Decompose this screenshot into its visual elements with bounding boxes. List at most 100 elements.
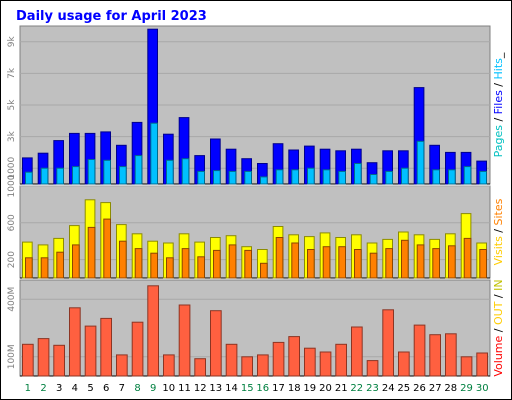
- bar-hits-files-day-29: [463, 166, 472, 185]
- panel-hits-tick-label: 9k: [7, 36, 17, 48]
- bar-visits-sites-day-15: [244, 249, 253, 279]
- axis-label-part: IN: [492, 279, 505, 290]
- panel-visits-tick-label: 1000: [7, 174, 17, 197]
- bar-volume-volume-day-9: [147, 285, 160, 377]
- bar-visits-sites-day-24: [385, 248, 393, 279]
- axis-label-part: Pages: [492, 125, 505, 158]
- day-label-20: 20: [319, 383, 332, 394]
- bar-hits-files-day-6: [103, 159, 112, 185]
- bar-visits-sites-day-4: [72, 244, 80, 279]
- axis-label-part: Volume: [492, 335, 505, 376]
- day-label-17: 17: [272, 383, 285, 394]
- day-label-25: 25: [397, 383, 410, 394]
- bar-volume-volume-day-3: [53, 344, 65, 377]
- bar-volume-volume-day-29: [460, 356, 473, 377]
- day-label-27: 27: [429, 383, 442, 394]
- panel-hits-axis-label: Pages / Files / Hits_: [492, 52, 505, 157]
- day-label-5: 5: [87, 383, 93, 394]
- bar-visits-sites-day-27: [432, 248, 440, 279]
- bar-hits-files-day-24: [385, 170, 393, 185]
- bar-visits-sites-day-16: [260, 262, 268, 279]
- bar-volume-volume-day-10: [163, 354, 175, 377]
- bar-volume-volume-day-2: [37, 338, 50, 377]
- bar-volume-volume-day-14: [225, 343, 238, 377]
- day-label-26: 26: [413, 383, 426, 394]
- bar-volume-volume-day-21: [335, 343, 347, 377]
- panel-hits-tick-label: 7k: [7, 67, 17, 79]
- bar-visits-sites-day-6: [103, 218, 112, 279]
- bar-visits-sites-day-18: [291, 242, 299, 279]
- bar-hits-files-day-15: [244, 170, 253, 185]
- bar-visits-sites-day-26: [416, 244, 425, 279]
- bar-hits-files-day-21: [338, 170, 346, 185]
- panel-hits: 1000 3k 5k 7k 9k Pages / Files / Hits_: [7, 25, 505, 185]
- bar-visits-sites-day-30: [479, 249, 487, 279]
- bar-hits-files-day-8: [134, 155, 143, 185]
- bar-visits-sites-day-17: [275, 237, 284, 279]
- axis-label-part: /: [492, 291, 505, 302]
- bar-visits-sites-day-12: [197, 256, 206, 279]
- chart-title: Daily usage for April 2023: [16, 9, 207, 24]
- axis-label-part: Sites: [492, 198, 505, 225]
- bar-hits-files-day-7: [119, 166, 127, 185]
- day-label-11: 11: [178, 383, 191, 394]
- bar-hits-files-day-22: [354, 163, 362, 185]
- bar-hits-files-day-2: [40, 167, 49, 185]
- bar-volume-volume-day-1: [22, 343, 34, 377]
- day-label-14: 14: [225, 383, 238, 394]
- bar-hits-files-day-14: [228, 170, 237, 185]
- bar-volume-volume-day-22: [351, 326, 363, 377]
- bar-hits-files-day-18: [291, 169, 299, 185]
- bar-visits-sites-day-22: [354, 249, 362, 279]
- bar-visits-sites-day-25: [401, 239, 409, 279]
- panel-hits-tick-label: 3k: [7, 130, 17, 142]
- bar-hits-files-day-23: [369, 174, 378, 185]
- day-label-2: 2: [40, 383, 46, 394]
- bar-hits-files-day-19: [307, 167, 315, 185]
- panel-hits-tick-label: 5k: [7, 99, 17, 111]
- bar-volume-volume-day-15: [241, 356, 254, 377]
- axis-label-part: OUT: [492, 301, 505, 325]
- panel-visits-tick-label: 200: [7, 251, 17, 268]
- bar-hits-files-day-16: [260, 176, 268, 185]
- day-label-23: 23: [366, 383, 379, 394]
- panel-volume-background: [19, 279, 491, 377]
- axis-label-part: /: [492, 114, 505, 125]
- bar-hits-files-day-20: [322, 169, 331, 185]
- bar-hits-files-day-9: [150, 122, 159, 185]
- day-label-3: 3: [56, 383, 62, 394]
- bar-volume-volume-day-17: [272, 341, 285, 377]
- bar-visits-sites-day-9: [150, 252, 159, 279]
- bar-hits-files-day-13: [213, 170, 221, 185]
- panel-volume-tick-label: 400M: [7, 287, 17, 312]
- day-label-7: 7: [119, 383, 125, 394]
- bar-visits-sites-day-28: [448, 245, 456, 279]
- axis-label-part: _: [492, 52, 505, 59]
- bar-visits-sites-day-8: [134, 248, 143, 279]
- bar-volume-volume-day-6: [100, 317, 113, 377]
- bar-volume-volume-day-25: [398, 351, 410, 377]
- bar-visits-sites-day-23: [369, 252, 378, 279]
- day-label-24: 24: [382, 383, 395, 394]
- bar-volume-volume-day-5: [84, 325, 97, 377]
- axis-label-part: /: [492, 225, 505, 236]
- day-label-13: 13: [209, 383, 222, 394]
- panel-visits-background: [19, 185, 491, 279]
- day-label-29: 29: [460, 383, 473, 394]
- bar-hits-files-day-12: [197, 170, 206, 185]
- bar-visits-sites-day-13: [213, 249, 221, 279]
- bar-visits-sites-day-19: [307, 249, 315, 279]
- day-label-1: 1: [25, 383, 31, 394]
- bar-visits-sites-day-7: [119, 240, 127, 279]
- bar-visits-sites-day-20: [322, 246, 331, 279]
- axis-label-part: Visits: [492, 236, 505, 265]
- bar-visits-sites-day-29: [463, 237, 472, 279]
- bar-hits-files-day-10: [166, 159, 174, 185]
- bar-volume-volume-day-30: [476, 352, 488, 377]
- bar-volume-volume-day-24: [382, 309, 394, 377]
- bar-visits-sites-day-11: [181, 248, 190, 279]
- bar-visits-sites-day-2: [40, 257, 49, 279]
- panel-volume-axis-label: Volume / OUT / IN: [492, 279, 505, 376]
